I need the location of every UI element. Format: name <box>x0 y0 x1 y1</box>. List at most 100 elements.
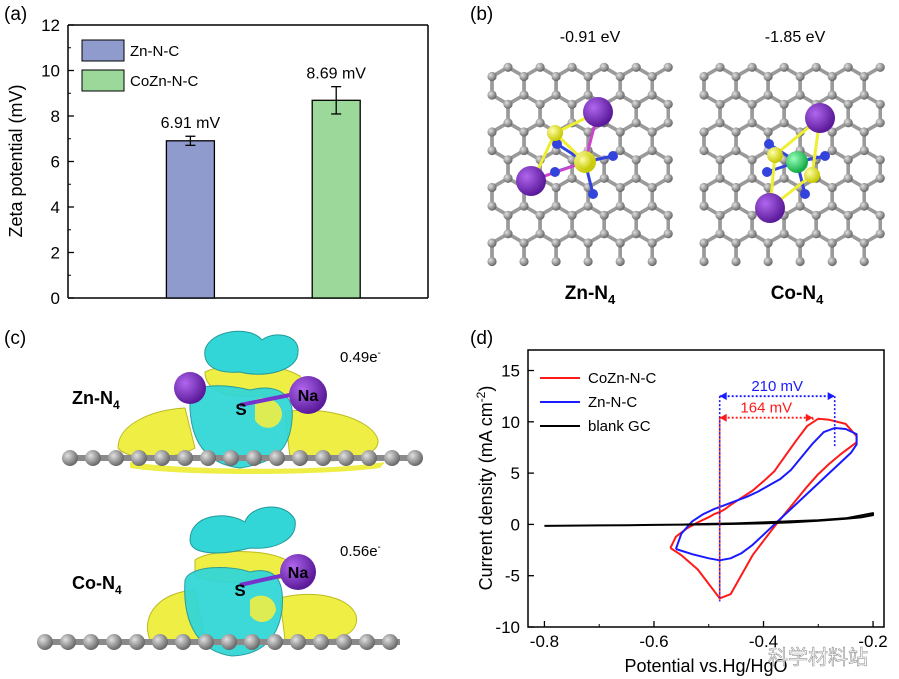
atom-na-left-zn <box>174 372 206 404</box>
carbon-atom <box>338 450 354 466</box>
carbon-atom <box>615 127 625 137</box>
carbon-atom <box>827 182 837 193</box>
atom-na-co <box>280 554 316 590</box>
carbon-atom <box>699 71 709 82</box>
carbon-atom <box>177 450 193 466</box>
iso-yellow-zn-center <box>255 398 282 428</box>
a-ytick-label: 10 <box>41 62 60 81</box>
carbon-atom <box>647 145 657 156</box>
carbon-atom <box>843 62 853 72</box>
carbon-atom <box>246 450 262 466</box>
carbon-atom <box>827 145 837 156</box>
c-co-charge-sup: - <box>378 542 381 553</box>
iso-cyan-zn-top <box>204 330 299 375</box>
carbon-atom <box>731 238 741 248</box>
bar-zn-n-c <box>165 140 216 299</box>
carbon-atom <box>567 99 577 109</box>
carbon-atom <box>699 238 709 248</box>
a-ytick-label: 6 <box>51 153 60 172</box>
carbon-atom <box>519 90 529 100</box>
carbon-atom <box>615 256 625 267</box>
chart-d-ylabel: Current density (mA cm-2) <box>474 386 496 591</box>
co-n4-charge-density: S Na <box>37 506 400 657</box>
carbon-atom <box>615 71 625 82</box>
carbon-atom <box>715 62 725 72</box>
carbon-atom <box>647 256 657 267</box>
carbon-atom <box>647 71 657 82</box>
carbon-atom <box>811 229 821 239</box>
carbon-atom <box>859 127 869 137</box>
carbon-atom <box>731 90 741 100</box>
zn-n4-charge-density: S Na <box>62 330 423 474</box>
carbon-atom <box>583 90 593 100</box>
cv-curve-cozn-n-c <box>669 417 858 600</box>
cv-curve-zn-n-c <box>674 427 858 562</box>
carbon-atom <box>535 229 545 239</box>
carbon-atom <box>221 634 237 650</box>
carbon-atom <box>551 238 561 248</box>
d-ytick-label: -5 <box>505 567 520 586</box>
d-legend-label: Zn-N-C <box>588 394 637 411</box>
iso-yellow-co-center <box>250 595 276 622</box>
sodium-atom <box>755 193 785 223</box>
carbon-atom <box>699 127 709 137</box>
carbon-atom <box>487 256 497 267</box>
carbon-atom <box>795 256 805 267</box>
carbon-atom <box>779 62 789 72</box>
carbon-atom <box>583 201 593 211</box>
carbon-atom <box>487 90 497 100</box>
carbon-atom <box>731 182 741 193</box>
carbon-atom <box>62 450 78 466</box>
carbon-atom <box>715 210 725 220</box>
carbon-atom <box>747 155 757 165</box>
co-n4-structure <box>699 62 885 267</box>
carbon-atom <box>843 229 853 239</box>
chart-d-ylabel-main: Current density (mA cm <box>476 402 496 590</box>
annotation-label: 164 mV <box>740 400 792 417</box>
carbon-atom <box>699 256 709 267</box>
a-legend-label: Zn-N-C <box>130 43 179 60</box>
carbon-atom <box>731 127 741 137</box>
carbon-atom <box>503 99 513 109</box>
carbon-atom <box>487 201 497 211</box>
annotation-label: 210 mV <box>751 378 803 395</box>
carbon-atom <box>875 229 885 239</box>
carbon-atom <box>37 634 53 650</box>
carbon-atom <box>763 256 773 267</box>
carbon-atom <box>487 127 497 137</box>
carbon-atom <box>487 71 497 82</box>
b-label-zn-main: Zn-N <box>565 283 608 304</box>
nitrogen-atom <box>762 167 772 177</box>
c-co-atom-na: Na <box>288 565 309 582</box>
carbon-atom <box>487 182 497 193</box>
c-zn-label-sub: 4 <box>113 398 120 412</box>
c-zn-atom-na: Na <box>298 388 319 405</box>
carbon-atom <box>519 145 529 156</box>
carbon-atom <box>747 118 757 128</box>
carbon-atom <box>503 62 513 72</box>
carbon-atom <box>779 99 789 109</box>
carbon-atom <box>827 71 837 82</box>
carbon-atom <box>763 127 773 137</box>
carbon-atom <box>731 71 741 82</box>
carbon-atom <box>699 90 709 100</box>
b-label-zn: Zn-N4 <box>565 283 616 307</box>
a-ytick-label: 4 <box>51 198 60 217</box>
carbon-atom <box>599 173 609 183</box>
c-co-charge-value: 0.56e <box>340 543 378 560</box>
carbon-atom <box>663 99 673 109</box>
carbon-atom <box>535 210 545 220</box>
carbon-atom <box>535 99 545 109</box>
carbon-atom <box>647 201 657 211</box>
c-co-atom-s: S <box>234 581 245 600</box>
bar-data-label: 8.69 mV <box>306 66 366 83</box>
nitrogen-atom <box>550 167 560 177</box>
carbon-atom <box>615 90 625 100</box>
carbon-atom <box>567 62 577 72</box>
carbon-atom <box>843 118 853 128</box>
carbon-atom <box>131 450 147 466</box>
nitrogen-atom <box>608 151 618 161</box>
carbon-atom <box>747 62 757 72</box>
carbon-atom <box>223 450 239 466</box>
carbon-atom <box>503 118 513 128</box>
